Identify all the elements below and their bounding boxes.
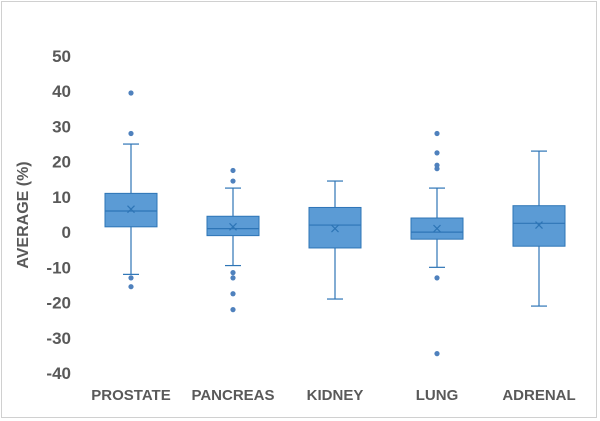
box-adrenal [512, 150, 566, 307]
outlier-point [230, 167, 236, 174]
outlier-point [230, 291, 236, 297]
outlier-point [434, 351, 440, 357]
y-tick-label: 40 [52, 82, 71, 101]
box-pancreas [206, 167, 260, 313]
outlier-point [128, 284, 134, 290]
outlier-point [230, 307, 236, 313]
box-kidney [308, 180, 362, 300]
y-tick-label: 30 [52, 117, 71, 136]
x-category-label: KIDNEY [307, 387, 364, 404]
y-tick-label: 20 [52, 153, 71, 172]
outlier-point [128, 275, 134, 281]
interquartile-box [308, 206, 362, 249]
mean-marker [127, 205, 135, 214]
y-tick-label: -10 [46, 258, 71, 277]
outlier-point [230, 275, 236, 281]
mean-marker [535, 221, 543, 229]
y-tick-label: 50 [52, 47, 71, 66]
outlier-point [434, 150, 440, 156]
outlier-point [128, 130, 134, 137]
x-axis-categories: PROSTATE PANCREAS KIDNEY LUNG ADRENAL [91, 387, 575, 404]
y-tick-label: 0 [62, 223, 71, 242]
mean-marker [331, 224, 339, 233]
outlier-point [128, 90, 134, 96]
interquartile-box [104, 192, 158, 228]
y-tick-label: -40 [46, 364, 71, 383]
outlier-point [434, 166, 440, 172]
interquartile-box [512, 205, 566, 247]
outlier-point [434, 130, 440, 137]
y-axis-title: AVERAGE (%) [15, 161, 32, 268]
box-lung [410, 130, 464, 357]
box-prostate [104, 90, 158, 290]
outlier-point [230, 178, 236, 184]
x-category-label: ADRENAL [502, 387, 575, 404]
x-category-label: PROSTATE [91, 387, 170, 404]
mean-marker [433, 224, 441, 233]
interquartile-box [206, 215, 260, 237]
y-axis-ticks: 50 40 30 20 10 0 -10 -20 -30 -40 [46, 47, 71, 383]
box-series [104, 90, 566, 357]
y-tick-label: 10 [52, 188, 71, 207]
outlier-point [434, 275, 440, 281]
y-tick-label: -20 [46, 294, 71, 313]
x-category-label: LUNG [416, 387, 459, 404]
x-category-label: PANCREAS [191, 387, 274, 404]
mean-marker [229, 222, 237, 231]
outlier-point [230, 270, 236, 276]
y-tick-label: -30 [46, 329, 71, 348]
